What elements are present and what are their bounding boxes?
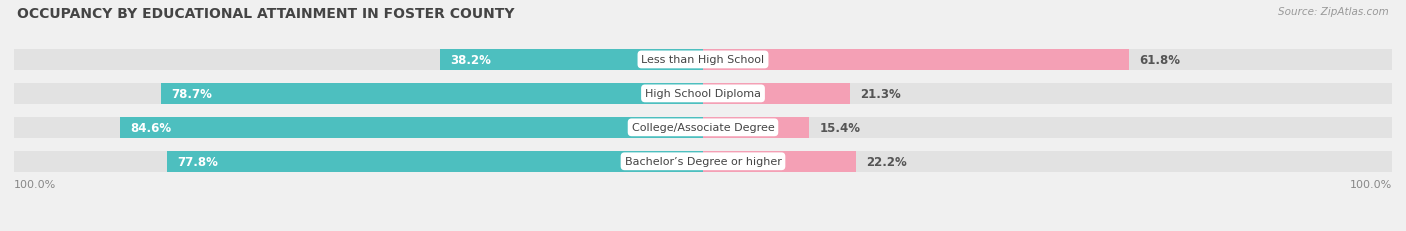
Bar	[160, 83, 703, 104]
Text: 77.8%: 77.8%	[177, 155, 218, 168]
Text: 15.4%: 15.4%	[820, 121, 860, 134]
Bar	[14, 117, 1392, 138]
Bar	[14, 151, 1392, 172]
Text: OCCUPANCY BY EDUCATIONAL ATTAINMENT IN FOSTER COUNTY: OCCUPANCY BY EDUCATIONAL ATTAINMENT IN F…	[17, 7, 515, 21]
Bar	[703, 151, 856, 172]
Text: Source: ZipAtlas.com: Source: ZipAtlas.com	[1278, 7, 1389, 17]
Bar	[703, 50, 1129, 71]
Text: College/Associate Degree: College/Associate Degree	[631, 123, 775, 133]
Bar	[120, 117, 703, 138]
Text: 22.2%: 22.2%	[866, 155, 907, 168]
Text: 61.8%: 61.8%	[1139, 54, 1180, 67]
Text: 78.7%: 78.7%	[172, 88, 212, 100]
Bar	[167, 151, 703, 172]
Text: 38.2%: 38.2%	[450, 54, 491, 67]
Text: 84.6%: 84.6%	[131, 121, 172, 134]
Bar	[14, 83, 1392, 104]
Bar	[440, 50, 703, 71]
Text: High School Diploma: High School Diploma	[645, 89, 761, 99]
Text: Bachelor’s Degree or higher: Bachelor’s Degree or higher	[624, 157, 782, 167]
Text: 100.0%: 100.0%	[1350, 179, 1392, 189]
Text: Less than High School: Less than High School	[641, 55, 765, 65]
Text: 21.3%: 21.3%	[860, 88, 901, 100]
Bar	[703, 83, 849, 104]
Bar	[14, 50, 1392, 71]
Text: 100.0%: 100.0%	[14, 179, 56, 189]
Bar	[703, 117, 808, 138]
